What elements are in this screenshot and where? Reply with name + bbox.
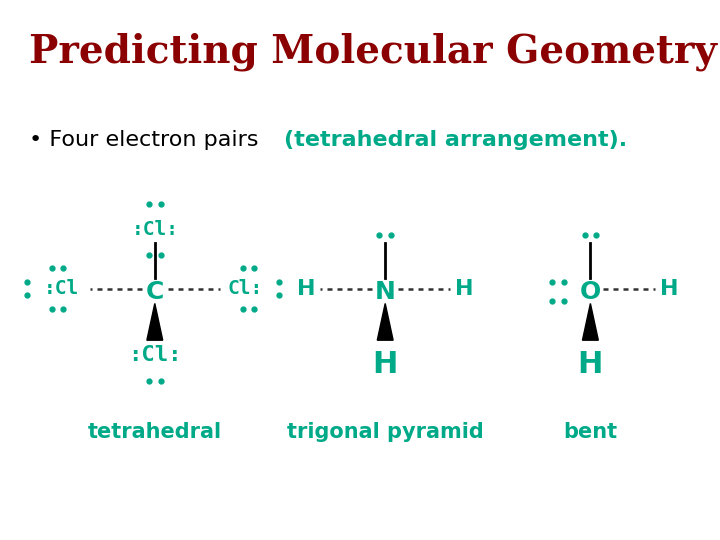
Text: :Cl: :Cl xyxy=(44,279,78,299)
Text: H: H xyxy=(297,279,315,299)
Text: C: C xyxy=(145,280,164,303)
Text: (tetrahedral arrangement).: (tetrahedral arrangement). xyxy=(284,130,628,150)
Text: trigonal pyramid: trigonal pyramid xyxy=(287,422,484,442)
Text: :Cl:: :Cl: xyxy=(131,220,179,239)
Text: H: H xyxy=(577,350,603,379)
Text: :Cl:: :Cl: xyxy=(128,345,181,366)
Text: Cl:: Cl: xyxy=(228,279,262,299)
Text: • Four electron pairs: • Four electron pairs xyxy=(29,130,266,150)
Text: H: H xyxy=(372,350,398,379)
Text: tetrahedral: tetrahedral xyxy=(88,422,222,442)
Text: O: O xyxy=(580,280,601,303)
Polygon shape xyxy=(147,303,163,340)
Polygon shape xyxy=(377,303,393,340)
Polygon shape xyxy=(582,303,598,340)
Text: Predicting Molecular Geometry: Predicting Molecular Geometry xyxy=(29,32,717,71)
Text: N: N xyxy=(375,280,395,303)
Text: H: H xyxy=(660,279,679,299)
Text: H: H xyxy=(455,279,474,299)
Text: bent: bent xyxy=(563,422,618,442)
